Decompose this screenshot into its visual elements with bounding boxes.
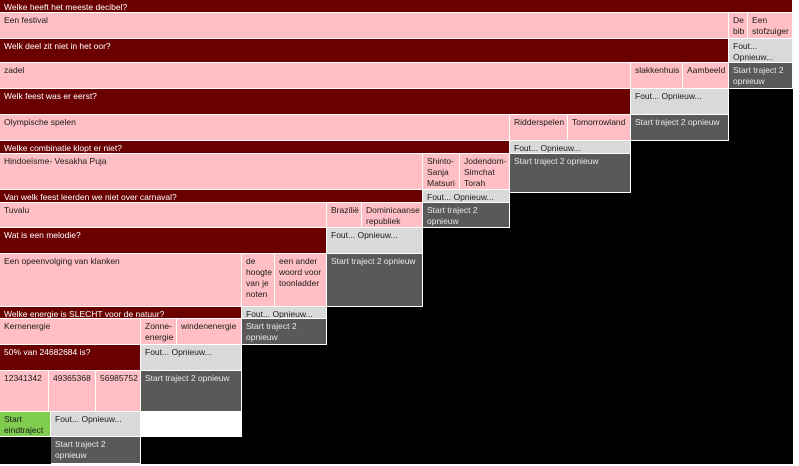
- wrong-message: Fout... Opnieuw...: [51, 412, 141, 437]
- restart-button[interactable]: Start traject 2 opnieuw: [141, 371, 242, 412]
- restart-button[interactable]: Start traject 2 opnieuw: [51, 437, 141, 464]
- wrong-message: Fout... Opnieuw...: [141, 345, 242, 371]
- question-2: Welk deel zit niet in het oor?: [0, 39, 729, 63]
- answer-button[interactable]: Een stofzuiger: [748, 13, 793, 39]
- answer-button[interactable]: Shinto- Sanja Matsuri: [423, 154, 460, 190]
- restart-button[interactable]: Start traject 2 opnieuw: [631, 115, 729, 141]
- question-5: Van welk feest leerden we niet over carn…: [0, 190, 423, 203]
- question-3: Welk feest was er eerst?: [0, 89, 631, 115]
- answer-button[interactable]: Aambeeld: [683, 63, 729, 89]
- question-1: Welke heeft het meeste decibel?: [0, 0, 793, 13]
- answer-button[interactable]: Tomorrowland: [568, 115, 631, 141]
- filler-block: [729, 63, 793, 464]
- answer-button[interactable]: Kernenergie: [0, 319, 141, 345]
- question-6: Wat is een melodie?: [0, 228, 327, 254]
- filler-block: [327, 307, 423, 464]
- answer-button[interactable]: slakkenhuis: [631, 63, 683, 89]
- restart-button[interactable]: Start traject 2 opnieuw: [242, 319, 327, 345]
- answer-button[interactable]: windenenergie: [177, 319, 242, 345]
- wrong-message: Fout... Opnieuw...: [327, 228, 423, 254]
- answer-button[interactable]: Tuvalu: [0, 203, 327, 228]
- filler-block: [631, 141, 729, 464]
- answer-button[interactable]: Een festival: [0, 13, 729, 39]
- question-7: Welke energie is SLECHT voor de natuur?: [0, 307, 242, 319]
- answer-button[interactable]: een ander woord voor toonladder: [275, 254, 327, 307]
- answer-button[interactable]: Hindoeïsme- Vesakha Puja: [0, 154, 423, 190]
- wrong-message: Fout... Opnieuw...: [242, 307, 327, 319]
- filler-block: [242, 345, 327, 464]
- answer-button[interactable]: Olympische spelen: [0, 115, 510, 141]
- question-4: Welke combinatie klopt er niet?: [0, 141, 510, 154]
- answer-button[interactable]: Jodendom- Simchat Torah: [460, 154, 510, 190]
- filler-block: [0, 437, 51, 464]
- restart-button[interactable]: Start traject 2 opnieuw: [423, 203, 510, 228]
- filler-block: [510, 193, 631, 464]
- wrong-message: Fout... Opnieuw...: [510, 141, 631, 154]
- answer-button[interactable]: 56985752: [96, 371, 141, 412]
- answer-button[interactable]: Een opeenvolging van klanken: [0, 254, 242, 307]
- answer-button[interactable]: Dominicaanse republiek: [362, 203, 423, 228]
- answer-button[interactable]: 12341342: [0, 371, 49, 412]
- filler-block: [423, 228, 510, 464]
- answer-button[interactable]: De bib: [729, 13, 748, 39]
- filler-block: [141, 437, 242, 464]
- answer-button[interactable]: de hoogte van je noten: [242, 254, 275, 307]
- start-end-trajectory-button[interactable]: Start eindtraject: [0, 412, 51, 437]
- question-8: 50% van 24682684 is?: [0, 345, 141, 371]
- restart-button[interactable]: Start traject 2 opnieuw: [327, 254, 423, 307]
- restart-button[interactable]: Start traject 2 opnieuw: [729, 63, 793, 89]
- answer-button[interactable]: zadel: [0, 63, 631, 89]
- answer-button[interactable]: Brazilië: [327, 203, 362, 228]
- wrong-message: Fout... Opnieuw...: [729, 39, 793, 63]
- answer-button[interactable]: Zonne-energie: [141, 319, 177, 345]
- wrong-message: Fout... Opnieuw...: [423, 190, 510, 203]
- answer-button[interactable]: Ridderspelen: [510, 115, 568, 141]
- restart-button[interactable]: Start traject 2 opnieuw: [510, 154, 631, 193]
- wrong-message: Fout... Opnieuw...: [631, 89, 729, 115]
- answer-button[interactable]: 49365368: [49, 371, 96, 412]
